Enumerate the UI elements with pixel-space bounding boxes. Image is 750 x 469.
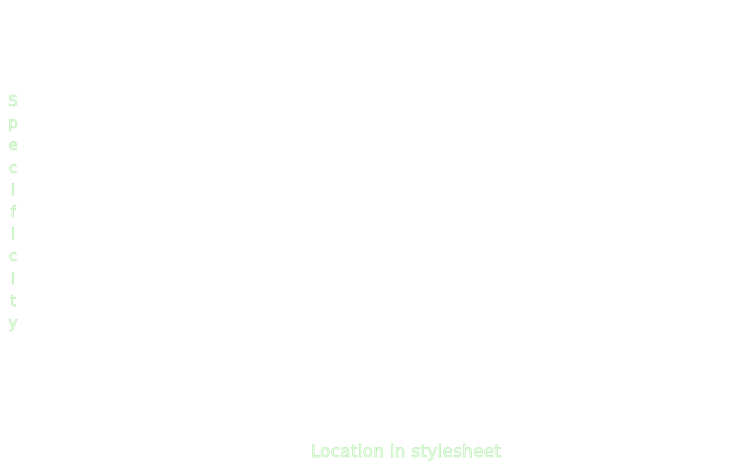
y-axis-label-char: i <box>10 269 16 288</box>
y-axis-label-char: i <box>10 225 16 244</box>
y-axis-label-char: c <box>8 158 18 177</box>
y-axis-label-char: c <box>8 247 18 266</box>
y-axis-label-char: p <box>8 114 18 133</box>
y-axis-label-char: e <box>8 136 18 155</box>
y-axis-label-char: t <box>10 291 17 310</box>
y-axis-label-char: i <box>10 180 16 199</box>
x-axis-label: Location in stylesheet <box>310 442 502 463</box>
y-axis-label-char: S <box>8 92 18 111</box>
y-axis-label-char: y <box>8 313 18 333</box>
y-axis-label-char: f <box>10 202 16 222</box>
